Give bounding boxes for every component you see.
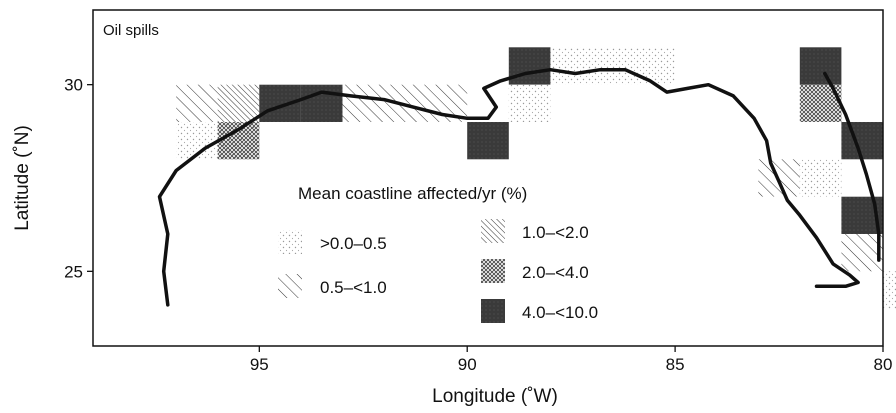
x-axis-ticks: 95 90 85 80 — [250, 346, 893, 374]
grid-cell-solid — [467, 122, 509, 160]
y-axis-ticks: 30 25 — [64, 76, 93, 281]
legend-label-dots: >0.0–0.5 — [320, 234, 387, 253]
grid-cell-hatch — [342, 84, 385, 122]
grid-cell-dense-hatch — [217, 84, 260, 122]
y-tick-label: 25 — [64, 262, 83, 281]
legend-label-cross: 2.0–<4.0 — [522, 263, 589, 282]
x-tick-label: 90 — [458, 355, 477, 374]
grid-cell-solid — [300, 84, 343, 122]
legend-label-dense-hatch: 1.0–<2.0 — [522, 223, 589, 242]
grid-cell-dots — [550, 47, 592, 85]
x-axis-title: Longitude (˚W) — [432, 386, 558, 407]
y-axis-title: Latitude (˚N) — [12, 125, 33, 231]
legend: Mean coastline affected/yr (%) >0.0–0.5 … — [278, 184, 598, 323]
legend-title: Mean coastline affected/yr (%) — [298, 184, 527, 203]
grid-cell-dots — [591, 47, 634, 85]
legend-label-hatch: 0.5–<1.0 — [320, 278, 387, 297]
grid-cells — [176, 47, 896, 309]
legend-swatch-dense-hatch — [481, 219, 505, 243]
grid-cell-dots — [508, 84, 551, 122]
legend-label-solid: 4.0–<10.0 — [522, 303, 598, 322]
gulf-coastline — [157, 67, 860, 307]
x-tick-label: 80 — [874, 355, 893, 374]
x-tick-label: 85 — [666, 355, 685, 374]
legend-swatch-dots — [278, 230, 302, 254]
coastline — [157, 67, 881, 307]
grid-cell-dots — [799, 159, 842, 197]
grid-cell-hatch — [176, 84, 218, 122]
panel-title: Oil spills — [103, 22, 159, 39]
legend-swatch-cross — [481, 259, 505, 283]
grid-cell-solid — [799, 47, 842, 85]
grid-cell-solid — [841, 122, 883, 160]
grid-cell-dots — [633, 47, 676, 85]
y-tick-label: 30 — [64, 76, 83, 95]
plot-frame — [92, 9, 884, 347]
grid-cell-dots — [883, 271, 896, 309]
florida-east-coastline — [823, 71, 881, 262]
legend-swatch-hatch — [278, 274, 302, 298]
grid-cell-solid — [508, 47, 551, 85]
legend-swatch-solid — [481, 299, 505, 323]
x-tick-label: 95 — [250, 355, 269, 374]
grid-cell-hatch — [841, 234, 883, 272]
